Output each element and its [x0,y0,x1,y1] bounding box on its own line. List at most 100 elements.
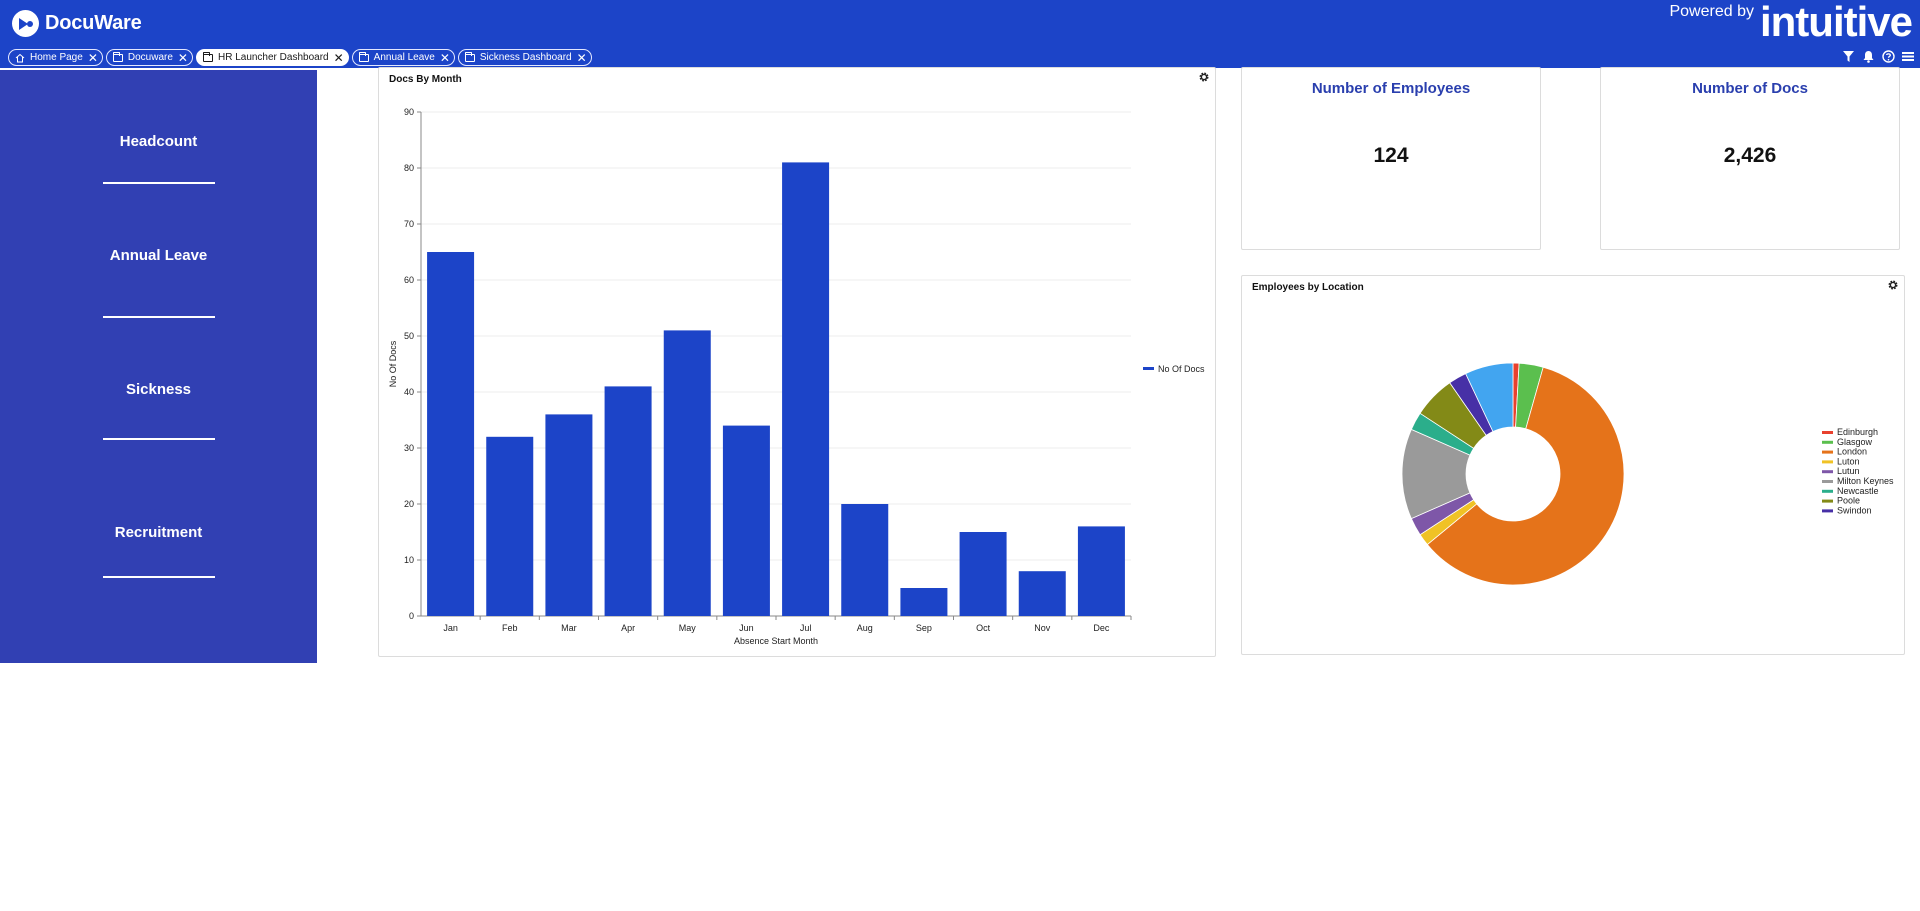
panel-title: Docs By Month [389,74,462,85]
folder-icon [464,51,475,62]
powered-by-text: Powered by [1669,3,1754,20]
x-tick-label: Oct [976,623,991,633]
hr-launcher-sidebar: Headcount Annual Leave Sickness Recruitm… [0,70,317,663]
tab-label: Sickness Dashboard [479,52,572,63]
y-tick-label: 80 [404,163,414,173]
sidebar-divider [103,576,215,578]
bar-nov [1018,571,1066,616]
bar-may [663,330,711,616]
close-icon[interactable]: ✕ [576,50,587,65]
docs-by-month-panel: Docs By Month 0 10 20 30 40 50 60 70 80 90 Jan Feb M… [378,67,1216,657]
sidebar-divider [103,182,215,184]
tab-label: HR Launcher Dashboard [217,52,329,63]
docuware-logo[interactable]: DocuWare [12,10,142,37]
legend-swatch [1822,499,1833,503]
y-axis-label: No Of Docs [388,340,398,387]
tab-hr-launcher-dashboard[interactable]: HR Launcher Dashboard ✕ [195,49,349,66]
y-tick-label: 90 [404,107,414,117]
gear-icon[interactable] [1198,71,1210,83]
bar-jul [782,162,830,616]
bar-jan [427,252,475,616]
bar-sep [900,588,948,616]
tab-home-page[interactable]: Home Page ✕ [8,49,103,66]
legend-label: London [1837,447,1867,457]
sidebar-item-sickness[interactable]: Sickness [125,381,192,398]
home-icon [15,53,25,62]
help-icon[interactable] [1881,49,1895,63]
legend-swatch [1822,450,1833,454]
bar-apr [604,386,652,616]
bar-jun [722,425,770,616]
bell-icon[interactable] [1861,49,1875,63]
legend-label: Poole [1837,496,1860,506]
y-tick-label: 10 [404,555,414,565]
gear-icon[interactable] [1887,279,1899,291]
kpi-title: Number of Docs [1692,80,1808,97]
x-tick-label: Mar [561,623,577,633]
sidebar-item-annual-leave[interactable]: Annual Leave [109,247,208,264]
y-tick-label: 0 [409,611,414,621]
legend-swatch [1822,460,1833,464]
bar-feb [486,436,534,616]
slice-unlabeled [1465,362,1514,433]
y-tick-label: 70 [404,219,414,229]
x-tick-label: May [679,623,697,633]
sidebar-item-recruitment[interactable]: Recruitment [114,524,203,541]
bar-oct [959,532,1007,616]
legend-swatch [1822,489,1833,493]
x-tick-label: Sep [916,623,932,633]
chart-legend: No Of Docs [1143,364,1205,374]
x-tick-label: Jan [443,623,458,633]
legend-label: Glasgow [1837,437,1873,447]
bar-dec [1077,526,1125,616]
close-icon[interactable]: ✕ [439,50,450,65]
close-icon[interactable]: ✕ [177,50,188,65]
sidebar-divider [103,316,215,318]
docs-kpi-card: Number of Docs 2,426 [1600,67,1900,250]
legend-label: Edinburgh [1837,427,1878,437]
menu-icon[interactable] [1901,49,1915,63]
tab-docuware[interactable]: Docuware ✕ [105,49,193,66]
header-toolbar [1841,49,1915,63]
panel-title: Employees by Location [1252,282,1364,293]
tab-sickness-dashboard[interactable]: Sickness Dashboard ✕ [457,49,592,66]
folder-icon [358,51,369,62]
legend-label: Swindon [1837,505,1872,515]
y-tick-label: 40 [404,387,414,397]
x-axis-label: Absence Start Month [734,636,818,646]
y-tick-label: 50 [404,331,414,341]
tab-label: Annual Leave [373,52,435,63]
kpi-value: 2,426 [1723,144,1777,167]
bar-aug [841,504,889,616]
x-tick-label: Apr [621,623,635,633]
legend-swatch [1822,431,1833,434]
sidebar-item-headcount[interactable]: Headcount [119,133,198,150]
legend-swatch [1822,509,1833,513]
legend-label: Lutun [1837,466,1860,476]
sidebar-divider [103,438,215,440]
docs-by-month-chart: 0 10 20 30 40 50 60 70 80 90 Jan Feb Mar Apr May Jun Jul… [388,107,1205,646]
x-tick-label: Aug [857,623,873,633]
slice-london [1426,366,1625,586]
docuware-logo-icon [12,10,39,37]
x-tick-label: Nov [1034,623,1051,633]
employees-kpi-card: Number of Employees 124 [1241,67,1541,250]
y-tick-label: 30 [404,443,414,453]
legend-swatch [1822,480,1833,483]
close-icon[interactable]: ✕ [333,50,344,65]
y-tick-label: 60 [404,275,414,285]
x-tick-label: Jul [800,623,812,633]
folder-icon [112,51,123,62]
tab-annual-leave[interactable]: Annual Leave ✕ [351,49,455,66]
intuitive-logo: intuitive [1759,0,1913,45]
legend-label: Newcastle [1837,486,1879,496]
close-icon[interactable]: ✕ [87,50,98,65]
filter-icon[interactable] [1841,49,1855,63]
kpi-value: 124 [1373,144,1409,167]
legend-label: No Of Docs [1158,364,1205,374]
employees-by-location-panel: Employees by Location Edinburgh Glasgow Lo… [1241,275,1905,655]
legend-swatch [1822,470,1833,474]
app-header: DocuWare Powered by intuitive Home Page … [0,0,1920,68]
legend-swatch [1143,367,1154,370]
